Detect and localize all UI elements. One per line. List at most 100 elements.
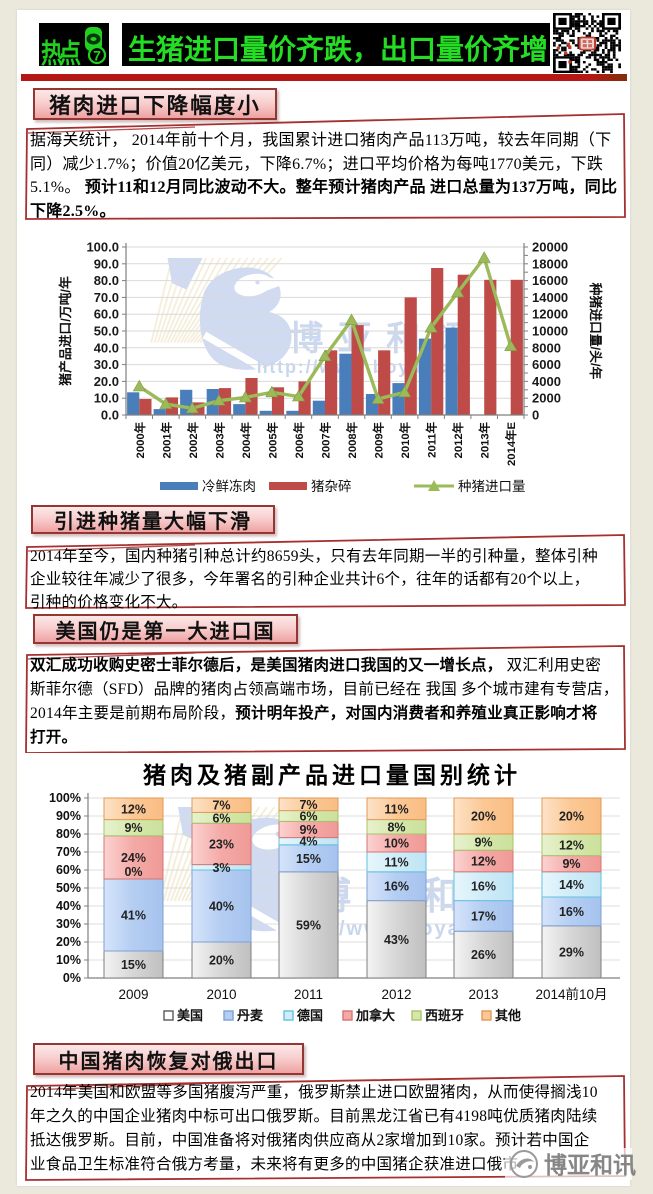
svg-text:30.0: 30.0: [94, 357, 119, 372]
svg-text:10%: 10%: [384, 837, 409, 851]
svg-text:23%: 23%: [209, 837, 234, 851]
svg-text:加拿大: 加拿大: [355, 1008, 395, 1023]
svg-text:24%: 24%: [121, 851, 146, 865]
svg-text:100%: 100%: [49, 791, 81, 805]
svg-text:80%: 80%: [56, 827, 81, 841]
svg-text:西班牙: 西班牙: [425, 1008, 464, 1023]
svg-text:种猪进口量: 种猪进口量: [458, 479, 526, 494]
svg-text:4%: 4%: [299, 835, 317, 849]
svg-text:2013年: 2013年: [478, 422, 492, 458]
svg-text:16%: 16%: [559, 905, 584, 919]
svg-text:2000: 2000: [532, 391, 561, 406]
svg-text:90.0: 90.0: [94, 256, 119, 271]
svg-text:0%: 0%: [124, 865, 142, 879]
svg-text:其他: 其他: [495, 1008, 521, 1023]
svg-text:70.0: 70.0: [94, 290, 119, 305]
svg-text:59%: 59%: [296, 918, 321, 932]
svg-text:16%: 16%: [471, 880, 496, 894]
svg-text:0: 0: [532, 408, 539, 423]
svg-text:种猪进口量/头/年: 种猪进口量/头/年: [588, 282, 603, 380]
svg-text:3%: 3%: [212, 861, 230, 875]
svg-text:2010年: 2010年: [398, 422, 412, 458]
svg-text:20.0: 20.0: [94, 374, 119, 389]
svg-text:9%: 9%: [562, 857, 580, 871]
svg-text:6%: 6%: [212, 811, 230, 825]
svg-text:7%: 7%: [212, 799, 230, 813]
svg-text:40%: 40%: [56, 899, 81, 913]
svg-text:2008年: 2008年: [345, 422, 359, 458]
svg-text:丹麦: 丹麦: [237, 1008, 264, 1023]
svg-text:2006年: 2006年: [292, 422, 306, 458]
svg-text:60.0: 60.0: [94, 307, 119, 322]
svg-text:2012年: 2012年: [451, 422, 465, 458]
svg-text:0.0: 0.0: [101, 408, 119, 423]
svg-text:2011: 2011: [294, 987, 323, 1002]
svg-text:12%: 12%: [559, 838, 584, 852]
svg-text:2014年E: 2014年E: [504, 422, 518, 466]
svg-text:100.0: 100.0: [86, 240, 119, 255]
svg-text:50%: 50%: [56, 881, 81, 895]
svg-text:18000: 18000: [532, 256, 568, 271]
svg-text:20000: 20000: [532, 240, 568, 255]
svg-text:2004年: 2004年: [239, 422, 253, 458]
svg-text:2003年: 2003年: [212, 422, 226, 458]
svg-text:2010: 2010: [206, 987, 236, 1002]
svg-text:15%: 15%: [121, 958, 146, 972]
svg-text:14%: 14%: [559, 878, 584, 892]
svg-text:12%: 12%: [471, 855, 496, 869]
svg-text:60%: 60%: [56, 863, 81, 877]
svg-text:0%: 0%: [63, 971, 81, 985]
svg-text:10%: 10%: [56, 953, 81, 967]
svg-text:7%: 7%: [299, 798, 317, 812]
svg-text:9%: 9%: [474, 836, 492, 850]
svg-text:11%: 11%: [384, 802, 408, 816]
svg-text:90%: 90%: [56, 809, 81, 823]
svg-text:德国: 德国: [297, 1008, 323, 1023]
svg-text:2002年: 2002年: [186, 422, 200, 458]
svg-text:20%: 20%: [559, 810, 584, 824]
svg-text:2013: 2013: [468, 987, 498, 1002]
svg-text:70%: 70%: [56, 845, 81, 859]
svg-text:6000: 6000: [532, 357, 561, 372]
svg-text:12000: 12000: [532, 307, 568, 322]
svg-text:8%: 8%: [387, 820, 405, 834]
svg-text:16%: 16%: [384, 880, 409, 894]
svg-text:40%: 40%: [209, 900, 234, 914]
svg-text:猪杂碎: 猪杂碎: [311, 479, 352, 494]
svg-text:2011年: 2011年: [425, 422, 439, 458]
svg-text:9%: 9%: [299, 823, 317, 837]
svg-text:6%: 6%: [299, 810, 317, 824]
svg-text:26%: 26%: [471, 948, 496, 962]
svg-text:8000: 8000: [532, 340, 561, 355]
svg-text:12%: 12%: [121, 802, 146, 816]
svg-text:美国: 美国: [177, 1008, 203, 1023]
svg-text:41%: 41%: [121, 909, 146, 923]
svg-text:4000: 4000: [532, 374, 561, 389]
svg-text:40.0: 40.0: [94, 340, 119, 355]
svg-text:2001年: 2001年: [159, 422, 173, 458]
svg-text:16000: 16000: [532, 273, 568, 288]
svg-text:20%: 20%: [56, 935, 81, 949]
svg-text:43%: 43%: [384, 933, 409, 947]
svg-text:2000年: 2000年: [133, 422, 147, 458]
svg-text:29%: 29%: [559, 945, 584, 959]
svg-text:14000: 14000: [532, 290, 568, 305]
svg-text:11%: 11%: [384, 855, 408, 869]
svg-text:2012: 2012: [381, 987, 411, 1002]
svg-text:30%: 30%: [56, 917, 81, 931]
svg-text:2005年: 2005年: [265, 422, 279, 458]
svg-text:2007年: 2007年: [319, 422, 333, 458]
svg-text:20%: 20%: [209, 954, 234, 968]
svg-text:猪产品进口/万吨/年: 猪产品进口/万吨/年: [58, 276, 73, 387]
svg-text:7: 7: [93, 48, 101, 64]
svg-text:猪肉及猪副产品进口量国别统计: 猪肉及猪副产品进口量国别统计: [143, 762, 521, 788]
svg-text:10000: 10000: [532, 324, 568, 339]
svg-text:2014前10月: 2014前10月: [535, 986, 607, 1002]
svg-text:15%: 15%: [296, 852, 321, 866]
svg-text:冷鲜冻肉: 冷鲜冻肉: [202, 479, 256, 494]
svg-text:2009: 2009: [118, 987, 148, 1002]
svg-text:80.0: 80.0: [94, 273, 119, 288]
svg-text:9%: 9%: [124, 821, 142, 835]
svg-text:50.0: 50.0: [94, 324, 119, 339]
svg-text:20%: 20%: [471, 810, 496, 824]
